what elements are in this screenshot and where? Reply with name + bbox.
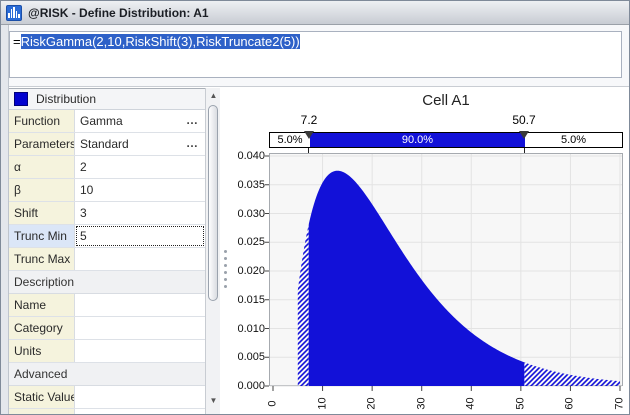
right-delimiter-marker-icon[interactable] [519,131,529,139]
parameters-value: Standard [80,137,129,151]
property-row-name: Name [9,294,205,317]
scrollbar-thumb[interactable] [208,105,218,301]
x-axis-tick-label: 20 [365,397,378,410]
probability-band-bar: 5.0% 90.0% 5.0% [269,132,623,148]
trunc-max-value-cell[interactable] [75,248,205,270]
left-delimiter-value: 7.2 [300,113,318,127]
left-gutter [1,25,9,414]
property-label [9,409,75,414]
title-bar[interactable]: @RISK - Define Distribution: A1 [1,1,629,25]
right-delimiter-value: 50.7 [512,113,536,127]
y-axis-tick-label: 0.030 [237,207,265,220]
right-band-label[interactable]: 5.0% [560,134,587,146]
shift-value-cell[interactable]: 3 [75,202,205,224]
formula-selected-text: RiskGamma(2,10,RiskShift(3),RiskTruncate… [20,34,300,49]
scroll-up-button[interactable]: ▲ [209,91,218,100]
section-header-advanced: Advanced [9,363,205,386]
panel-splitter[interactable] [220,88,231,414]
ellipsis-button[interactable]: … [186,136,199,150]
y-axis-tick-label: 0.005 [237,351,265,364]
chart-title: Cell A1 [422,92,470,109]
left-delimiter-marker-icon[interactable] [304,131,314,139]
function-value: Gamma [80,114,123,128]
panel-scrollbar[interactable]: ▲ ▼ [205,88,220,414]
property-row-static-value: Static Value [9,386,205,409]
property-label: Trunc Min [9,225,75,247]
trunc-min-value: 5 [80,229,87,243]
property-row-beta: β 10 [9,179,205,202]
middle-band-label[interactable]: 90.0% [310,133,525,147]
y-axis-tick-label: 0.000 [237,380,265,392]
property-row-category: Category [9,317,205,340]
property-label: α [9,156,75,178]
name-value-cell[interactable] [75,294,205,316]
property-label: Category [9,317,75,339]
formula-bar-region: =RiskGamma(2,10,RiskShift(3),RiskTruncat… [1,25,629,87]
property-row-shift: Shift 3 [9,202,205,225]
property-label: Name [9,294,75,316]
property-row-clipped [9,409,205,414]
panel-title: Distribution [36,92,97,106]
units-value-cell[interactable] [75,340,205,362]
y-axis-tick-label: 0.015 [237,293,265,306]
x-axis-tick-label: 70 [613,397,626,410]
ellipsis-button[interactable]: … [186,113,199,127]
y-axis-tick-label: 0.010 [237,322,265,335]
parameters-value-cell[interactable]: Standard … [75,133,205,155]
beta-value: 10 [80,183,94,197]
shift-value: 3 [80,206,87,220]
property-label: β [9,179,75,201]
window-title: @RISK - Define Distribution: A1 [28,5,209,20]
property-row-trunc-max: Trunc Max [9,248,205,271]
distribution-properties-panel: Distribution Function Gamma … Parameters … [9,88,205,414]
alpha-value-cell[interactable]: 2 [75,156,205,178]
histogram-icon [6,4,22,21]
scroll-down-button[interactable]: ▼ [209,396,218,405]
property-row-trunc-min: Trunc Min 5 [9,225,205,248]
beta-value-cell[interactable]: 10 [75,179,205,201]
x-axis-tick-label: 10 [316,397,329,410]
property-label: Static Value [9,386,75,408]
property-label: Function [9,110,75,132]
left-band-label[interactable]: 5.0% [277,134,303,146]
alpha-value: 2 [80,160,87,174]
property-row-alpha: α 2 [9,156,205,179]
y-axis-tick-label: 0.040 [237,150,265,162]
plot-area [265,153,623,391]
property-label: Shift [9,202,75,224]
property-row-parameters: Parameters Standard … [9,133,205,156]
formula-input[interactable]: =RiskGamma(2,10,RiskShift(3),RiskTruncat… [9,31,622,78]
static-value-cell[interactable] [75,386,205,408]
y-axis-tick-label: 0.025 [237,236,265,249]
property-row-units: Units [9,340,205,363]
distribution-chart-area: Cell A1 7.2 50.7 5.0% 90.0% 5.0% 0.040 0.… [231,87,629,414]
trunc-min-value-cell[interactable]: 5 [75,225,205,247]
function-value-cell[interactable]: Gamma … [75,110,205,132]
property-value-cell [75,409,205,414]
section-header-description: Description [9,271,205,294]
x-axis-tick-label: 40 [464,397,477,410]
panel-header: Distribution [9,89,205,110]
distribution-color-swatch[interactable] [14,92,28,106]
x-axis-tick-label: 60 [563,397,576,410]
gamma-density-plot [265,153,623,391]
property-label: Trunc Max [9,248,75,270]
y-axis-tick-label: 0.035 [237,178,265,191]
formula-prefix: = [13,34,21,49]
x-axis-tick-label: 50 [514,397,527,410]
property-label: Parameters [9,133,75,155]
x-axis-tick-label: 0 [266,400,279,407]
y-axis-tick-label: 0.020 [237,265,265,277]
property-label: Units [9,340,75,362]
property-row-function: Function Gamma … [9,110,205,133]
x-axis-tick-label: 30 [415,397,428,410]
category-value-cell[interactable] [75,317,205,339]
